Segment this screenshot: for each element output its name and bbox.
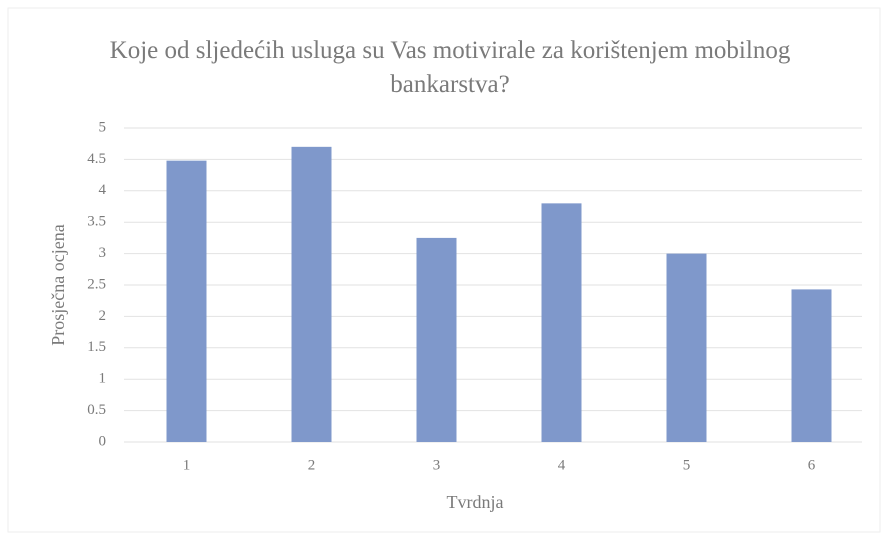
x-axis-label: Tvrdnja <box>447 492 504 512</box>
bar <box>166 160 207 442</box>
x-tick-label: 4 <box>558 457 566 473</box>
x-tick-label: 6 <box>808 457 816 473</box>
y-tick-label: 3.5 <box>87 214 106 230</box>
bar <box>416 237 457 442</box>
y-tick-label: 0 <box>99 433 107 449</box>
y-tick-label: 0.5 <box>87 402 106 418</box>
bar <box>291 146 332 442</box>
y-tick-label: 2.5 <box>87 276 106 292</box>
x-tick-label: 5 <box>683 457 691 473</box>
chart-title: Koje od sljedećih usluga su Vas motivira… <box>109 37 791 98</box>
bar <box>791 289 832 442</box>
bar <box>666 253 707 442</box>
y-tick-label: 5 <box>99 119 107 135</box>
y-tick-label: 4 <box>99 182 107 198</box>
y-axis-label: Prosječna ocjena <box>48 224 68 345</box>
chart-border <box>7 7 881 533</box>
y-tick-label: 4.5 <box>87 151 106 167</box>
x-tick-label: 1 <box>183 457 191 473</box>
x-tick-label: 3 <box>433 457 441 473</box>
y-tick-label: 2 <box>99 308 107 324</box>
y-tick-label: 1.5 <box>87 339 106 355</box>
bar <box>541 203 582 442</box>
y-tick-label: 3 <box>99 245 107 261</box>
x-tick-label: 2 <box>308 457 316 473</box>
y-tick-label: 1 <box>99 371 107 387</box>
